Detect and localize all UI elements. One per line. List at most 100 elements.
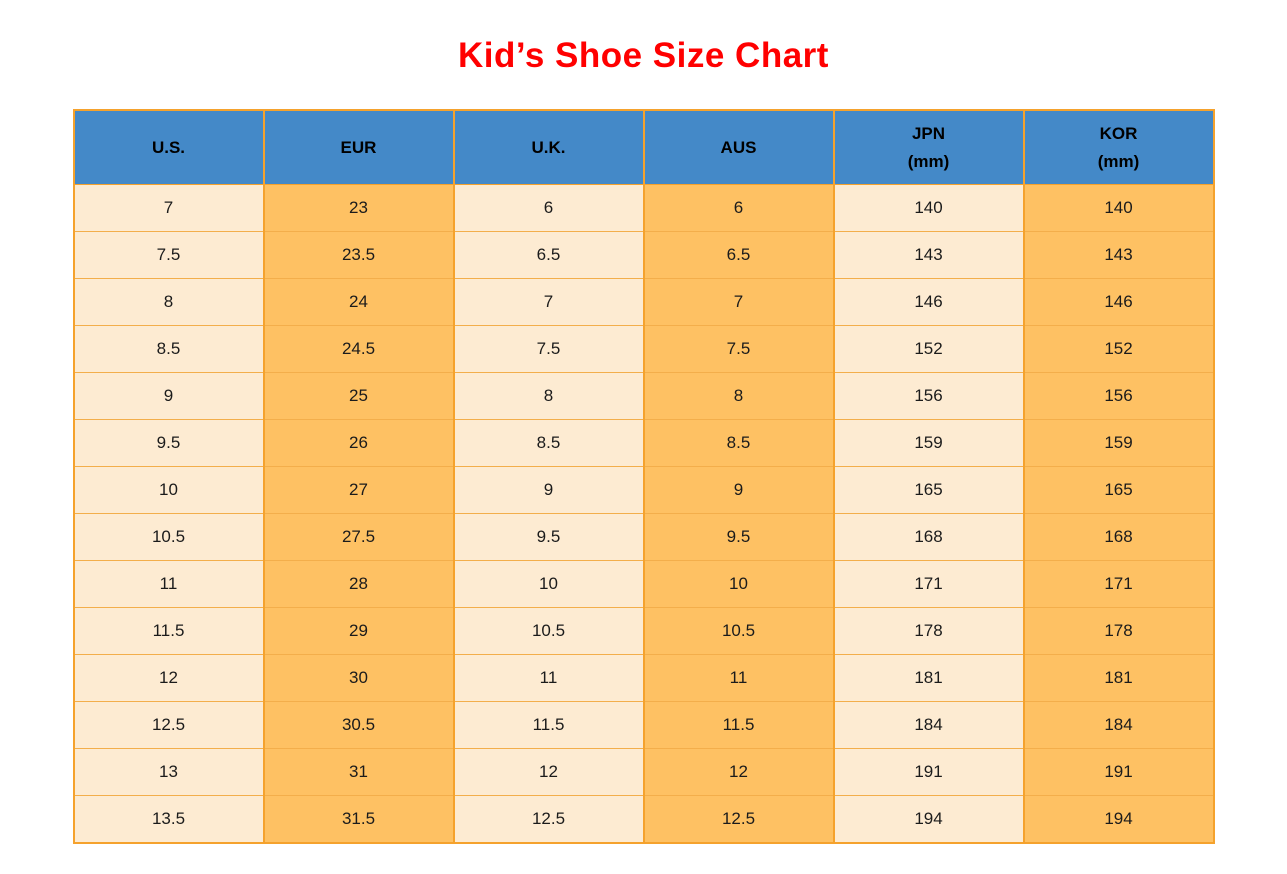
table-cell: 12.5 [452,795,645,844]
table-cell: 9 [72,372,265,420]
table-cell: 12 [642,748,835,796]
table-cell: 6 [642,184,835,232]
table-cell: 140 [832,184,1025,232]
table-cell: 27.5 [262,513,455,561]
header-row: U.S. EUR U.K. AUS JPN (mm) KOR (mm) [72,110,1215,185]
table-cell: 23.5 [262,231,455,279]
table-cell: 156 [832,372,1025,420]
table-cell: 12 [72,654,265,702]
table-body: 7 23 6 6 140 140 7.5 23.5 6.5 6.5 143 143 8 24 7 7 146 14… [72,184,1215,844]
table-cell: 191 [832,748,1025,796]
table-cell: 8.5 [452,419,645,467]
column-header-jpn-mm: JPN (mm) [832,110,1025,185]
table-cell: 30.5 [262,701,455,749]
table-row: 13 31 12 12 191 191 [72,748,1215,796]
table-cell: 156 [1022,372,1215,420]
table-row: 13.5 31.5 12.5 12.5 194 194 [72,795,1215,844]
table-cell: 25 [262,372,455,420]
table-cell: 165 [832,466,1025,514]
table-cell: 10 [72,466,265,514]
table-cell: 7.5 [642,325,835,373]
table-cell: 8 [72,278,265,326]
table-cell: 10.5 [642,607,835,655]
table-row: 8.5 24.5 7.5 7.5 152 152 [72,325,1215,373]
table-cell: 181 [832,654,1025,702]
table-cell: 27 [262,466,455,514]
table-row: 10 27 9 9 165 165 [72,466,1215,514]
table-cell: 12 [452,748,645,796]
table-row: 10.5 27.5 9.5 9.5 168 168 [72,513,1215,561]
table-cell: 152 [1022,325,1215,373]
table-row: 11.5 29 10.5 10.5 178 178 [72,607,1215,655]
table-cell: 140 [1022,184,1215,232]
table-cell: 143 [832,231,1025,279]
table-cell: 31.5 [262,795,455,844]
table-cell: 26 [262,419,455,467]
table-cell: 8 [642,372,835,420]
table-cell: 6.5 [642,231,835,279]
table-cell: 159 [832,419,1025,467]
table-cell: 13 [72,748,265,796]
table-cell: 7.5 [452,325,645,373]
table-cell: 171 [832,560,1025,608]
table-cell: 9 [452,466,645,514]
table-header: U.S. EUR U.K. AUS JPN (mm) KOR (mm) [72,110,1215,185]
table-cell: 184 [1022,701,1215,749]
table-cell: 7 [72,184,265,232]
table-cell: 10 [452,560,645,608]
table-row: 9 25 8 8 156 156 [72,372,1215,420]
table-cell: 152 [832,325,1025,373]
table-row: 11 28 10 10 171 171 [72,560,1215,608]
table-row: 7 23 6 6 140 140 [72,184,1215,232]
column-header-kor-mm: KOR (mm) [1022,110,1215,185]
table-cell: 178 [1022,607,1215,655]
table-cell: 29 [262,607,455,655]
table-cell: 9 [642,466,835,514]
table-cell: 11.5 [452,701,645,749]
table-cell: 9.5 [642,513,835,561]
table-row: 12 30 11 11 181 181 [72,654,1215,702]
table-cell: 146 [1022,278,1215,326]
table-cell: 171 [1022,560,1215,608]
table-cell: 159 [1022,419,1215,467]
table-cell: 13.5 [72,795,265,844]
table-cell: 168 [1022,513,1215,561]
table-cell: 11.5 [72,607,265,655]
table-cell: 24 [262,278,455,326]
table-cell: 11 [642,654,835,702]
column-header-aus: AUS [642,110,835,185]
table-row: 12.5 30.5 11.5 11.5 184 184 [72,701,1215,749]
table-cell: 10.5 [72,513,265,561]
table-cell: 12.5 [72,701,265,749]
column-header-uk: U.K. [452,110,645,185]
table-cell: 8.5 [72,325,265,373]
column-header-us: U.S. [72,110,265,185]
table-cell: 6.5 [452,231,645,279]
table-cell: 30 [262,654,455,702]
table-cell: 168 [832,513,1025,561]
table-cell: 9.5 [72,419,265,467]
table-row: 9.5 26 8.5 8.5 159 159 [72,419,1215,467]
table-cell: 7 [642,278,835,326]
table-cell: 11 [452,654,645,702]
table-cell: 11.5 [642,701,835,749]
table-cell: 31 [262,748,455,796]
table-cell: 12.5 [642,795,835,844]
table-cell: 10 [642,560,835,608]
table-cell: 194 [832,795,1025,844]
table-cell: 178 [832,607,1025,655]
table-cell: 8.5 [642,419,835,467]
table-cell: 143 [1022,231,1215,279]
table-cell: 194 [1022,795,1215,844]
table-cell: 6 [452,184,645,232]
table-cell: 11 [72,560,265,608]
table-cell: 28 [262,560,455,608]
table-cell: 23 [262,184,455,232]
table-cell: 7 [452,278,645,326]
table-cell: 165 [1022,466,1215,514]
table-cell: 9.5 [452,513,645,561]
table-cell: 191 [1022,748,1215,796]
column-header-eur: EUR [262,110,455,185]
table-cell: 7.5 [72,231,265,279]
